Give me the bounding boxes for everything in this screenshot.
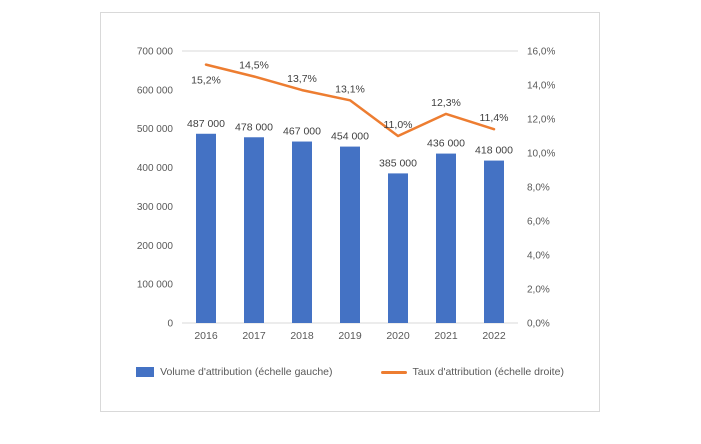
taux-line	[204, 63, 496, 138]
x-axis-label: 2017	[242, 330, 266, 342]
legend-line-swatch	[380, 370, 407, 374]
left-axis-tick: 400 000	[137, 163, 174, 174]
right-axis-tick: 16,0%	[527, 47, 555, 58]
legend-item-volume: Volume d'attribution (échelle gauche)	[136, 366, 333, 378]
bar	[196, 133, 216, 323]
right-axis-tick: 2,0%	[527, 285, 550, 296]
x-axis-label: 2021	[434, 330, 458, 342]
chart-area: 0 100 000 200 000 300 000 400 000 500 000 600 …	[110, 23, 590, 360]
line-data-label: 13,7%	[287, 73, 317, 85]
legend-label-volume: Volume d'attribution (échelle gauche)	[160, 366, 333, 378]
bar	[292, 141, 312, 323]
line-data-label: 11,0%	[384, 119, 413, 131]
left-axis-tick: 700 000	[137, 47, 174, 58]
line-data-label: 12,3%	[431, 97, 461, 109]
bar	[244, 137, 264, 323]
x-axis-label: 2020	[386, 330, 410, 342]
line-data-label: 15,2%	[191, 75, 221, 87]
bar-data-label: 487 000	[187, 118, 225, 130]
right-axis-tick: 10,0%	[527, 149, 555, 160]
bar-data-label: 418 000	[475, 145, 513, 157]
bar-data-label: 385 000	[379, 157, 417, 169]
legend-label-taux: Taux d'attribution (échelle droite)	[412, 366, 564, 378]
right-axis-tick: 12,0%	[527, 115, 555, 126]
bar	[340, 146, 360, 323]
right-axis-tick: 4,0%	[527, 251, 550, 262]
left-axis-tick: 0	[167, 319, 173, 330]
line-data-label: 11,4%	[480, 112, 509, 124]
bar-data-label: 467 000	[283, 126, 321, 138]
bar-data-label: 478 000	[235, 121, 273, 133]
bar-data-label: 454 000	[331, 131, 369, 143]
bar	[484, 160, 504, 323]
right-axis-tick: 0,0%	[527, 319, 550, 330]
legend-bar-swatch	[136, 367, 155, 377]
left-axis-tick: 100 000	[137, 280, 174, 291]
line-data-label: 13,1%	[335, 83, 365, 95]
left-axis-tick: 200 000	[137, 241, 174, 252]
left-axis-tick: 300 000	[137, 202, 174, 213]
left-axis-tick: 500 000	[137, 124, 174, 135]
right-axis-tick: 6,0%	[527, 217, 550, 228]
chart-legend: Volume d'attribution (échelle gauche) Ta…	[136, 366, 564, 378]
combo-chart: 0 100 000 200 000 300 000 400 000 500 000 600 …	[137, 47, 556, 343]
bar-data-label: 436 000	[427, 138, 465, 150]
x-axis-label: 2016	[194, 330, 218, 342]
x-axis-label: 2019	[338, 330, 362, 342]
chart-panel: 0 100 000 200 000 300 000 400 000 500 000 600 …	[100, 12, 600, 412]
bar	[388, 173, 408, 323]
left-axis-tick: 600 000	[137, 85, 174, 96]
line-data-label: 14,5%	[239, 60, 269, 72]
x-axis-label: 2022	[482, 330, 506, 342]
right-axis-tick: 14,0%	[527, 81, 555, 92]
right-axis-tick: 8,0%	[527, 183, 550, 194]
bar	[436, 153, 456, 323]
legend-item-taux: Taux d'attribution (échelle droite)	[380, 366, 564, 378]
x-axis-label: 2018	[290, 330, 314, 342]
